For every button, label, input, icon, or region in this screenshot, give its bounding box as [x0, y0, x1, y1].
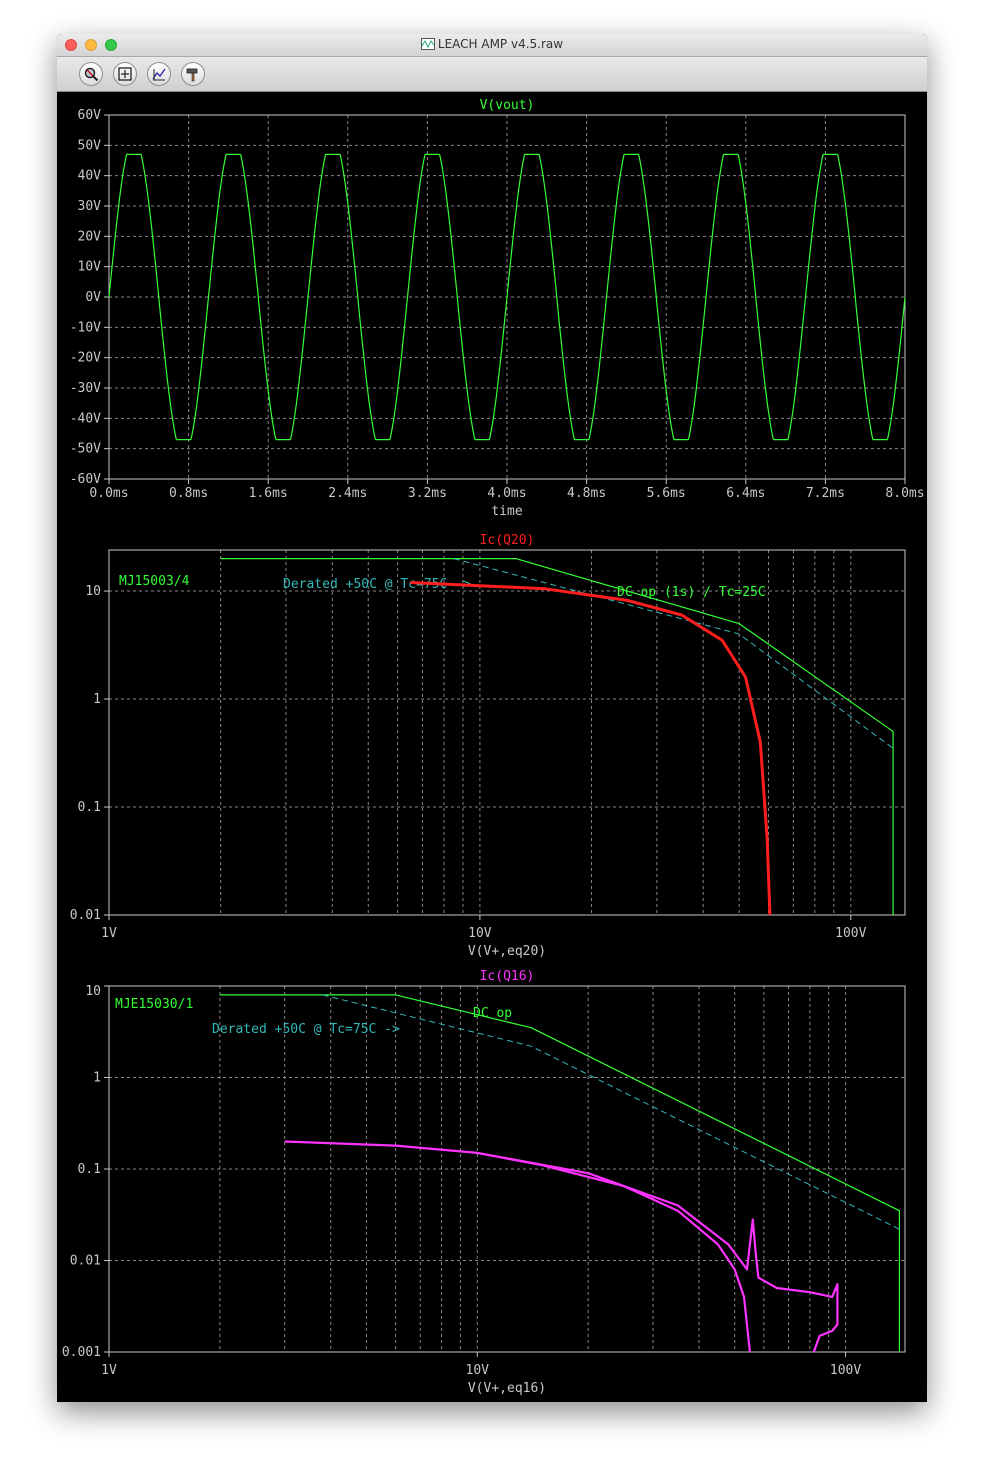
y-tick-label: 0.1	[78, 800, 101, 815]
y-tick-label: -10V	[70, 320, 101, 335]
annotation: Derated +50C @ Tc=75C ->	[283, 577, 471, 592]
y-tick-label: 20V	[78, 229, 102, 244]
y-tick-label: -60V	[70, 472, 101, 487]
x-tick-label: 4.8ms	[567, 486, 606, 501]
y-tick-label: 10	[85, 584, 101, 599]
zoom-icon	[84, 67, 99, 82]
x-tick-label: 6.4ms	[726, 486, 765, 501]
chart-title: V(vout)	[480, 98, 535, 113]
x-axis-label: V(V+,eq20)	[468, 944, 546, 959]
x-axis-label: V(V+,eq16)	[468, 1381, 546, 1396]
y-tick-label: 0V	[85, 290, 101, 305]
hammer-button[interactable]	[181, 62, 205, 86]
series-ic-q20	[410, 581, 772, 916]
series-soa-derated	[453, 558, 894, 749]
zoom-button[interactable]	[79, 62, 103, 86]
y-tick-label: 0.01	[70, 1254, 101, 1269]
fit-button[interactable]	[113, 62, 137, 86]
x-tick-label: 0.0ms	[89, 486, 128, 501]
y-tick-label: -30V	[70, 381, 101, 396]
chart-title: Ic(Q16)	[480, 969, 535, 984]
y-tick-label: 30V	[78, 199, 102, 214]
y-tick-label: 0.001	[62, 1345, 101, 1360]
x-tick-label: 10V	[466, 1363, 490, 1378]
y-tick-label: 50V	[78, 138, 102, 153]
x-tick-label: 1V	[101, 1363, 117, 1378]
x-tick-label: 0.8ms	[169, 486, 208, 501]
series-ic-q16-branch-2	[477, 1151, 839, 1353]
waveform-file-icon	[420, 38, 435, 50]
x-tick-label: 5.6ms	[647, 486, 686, 501]
plot-frame-2	[108, 549, 906, 916]
y-tick-label: 40V	[78, 169, 102, 184]
x-tick-label: 1.6ms	[249, 486, 288, 501]
series-soa-dc	[219, 994, 901, 1352]
x-tick-label: 1V	[101, 926, 117, 941]
title-bar: LEACH AMP v4.5.raw	[57, 34, 927, 57]
y-tick-label: -20V	[70, 351, 101, 366]
window-title: LEACH AMP v4.5.raw	[437, 37, 564, 51]
annotation: Derated +50C @ Tc=75C ->	[212, 1022, 400, 1037]
x-tick-label: 7.2ms	[806, 486, 845, 501]
cursor-button[interactable]	[147, 62, 171, 86]
y-tick-label: -40V	[70, 411, 101, 426]
x-tick-label: 3.2ms	[408, 486, 447, 501]
chart-title: Ic(Q20)	[480, 533, 535, 548]
y-tick-label: -50V	[70, 442, 101, 457]
y-tick-label: 10V	[78, 260, 102, 275]
x-tick-label: 4.0ms	[487, 486, 526, 501]
annotation: DC op	[473, 1006, 512, 1021]
y-tick-label: 10	[85, 984, 101, 999]
series-ic-q16-branch-1	[284, 1140, 751, 1353]
y-tick-label: 0.1	[78, 1162, 101, 1177]
fit-icon	[118, 67, 132, 81]
y-tick-label: 0.01	[70, 908, 101, 923]
series-soa-dc	[220, 558, 894, 915]
cursor-icon	[152, 68, 166, 81]
plot-area[interactable]: 0.0ms 0.8ms 1.6ms 2.4ms 3.2ms 4.0ms 4.8ms 5.6ms…	[57, 92, 927, 1402]
x-axis-label: time	[491, 504, 522, 519]
zoom-window-button[interactable]	[105, 39, 117, 51]
plot-frame-3	[108, 985, 906, 1353]
x-tick-label: 100V	[830, 1363, 861, 1378]
annotation: MJE15030/1	[115, 997, 193, 1012]
toolbar	[57, 57, 927, 92]
y-tick-label: 60V	[78, 108, 102, 123]
series-soa-derated	[322, 994, 900, 1230]
x-tick-label: 8.0ms	[885, 486, 924, 501]
x-tick-label: 2.4ms	[328, 486, 367, 501]
x-tick-label: 10V	[468, 926, 492, 941]
hammer-icon	[186, 68, 198, 82]
minimize-button[interactable]	[85, 39, 97, 51]
x-tick-label: 100V	[835, 926, 866, 941]
y-tick-label: 1	[93, 692, 101, 707]
annotation: MJ15003/4	[119, 574, 190, 589]
close-button[interactable]	[65, 39, 77, 51]
series-vout	[108, 153, 906, 441]
annotation: DC op (1s) / Tc=25C	[617, 585, 766, 600]
y-tick-label: 1	[93, 1071, 101, 1086]
waveform-window: LEACH AMP v4.5.raw	[57, 34, 927, 1402]
